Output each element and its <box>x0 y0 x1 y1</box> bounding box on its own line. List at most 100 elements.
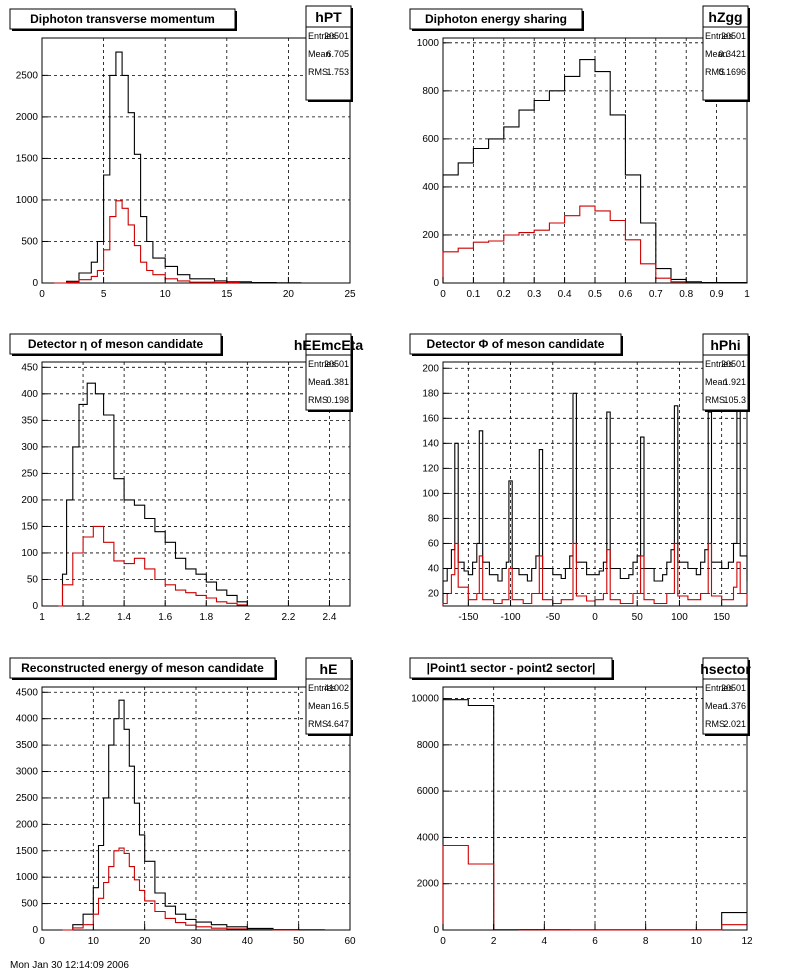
x-tick-label: 50 <box>632 612 644 623</box>
stats-label-entries: Entries <box>308 683 337 693</box>
y-tick-label: 200 <box>422 230 439 241</box>
y-tick-label: 0 <box>32 278 38 289</box>
title-box <box>409 657 613 679</box>
stats-box <box>702 5 749 101</box>
x-tick-label: 0.3 <box>527 289 541 300</box>
stats-label-rms: RMS <box>308 67 328 77</box>
y-tick-label: 0 <box>433 925 439 936</box>
x-tick-label: 10 <box>88 936 100 947</box>
stats-box <box>702 657 749 735</box>
stats-box <box>305 333 352 411</box>
stats-value-rms: 0.198 <box>326 395 349 405</box>
x-tick-label: 20 <box>283 289 295 300</box>
plot-title: |Point1 sector - point2 sector| <box>427 661 596 675</box>
x-tick-label: 0.6 <box>618 289 632 300</box>
y-tick-label: 8000 <box>417 740 440 751</box>
x-tick-label: 2 <box>245 612 251 623</box>
stats-label-rms: RMS <box>308 719 328 729</box>
histogram-series-black <box>442 392 748 606</box>
stats-value-mean: 6.705 <box>326 49 349 59</box>
stats-label-rms: RMS <box>705 395 725 405</box>
title-box <box>409 333 622 355</box>
footer-timestamp: Mon Jan 30 12:14:09 2006 <box>10 960 129 971</box>
stats-label-rms: RMS <box>705 67 725 77</box>
stats-value-mean: 1.381 <box>326 377 349 387</box>
x-tick-label: 5 <box>101 289 107 300</box>
x-tick-label: 0 <box>39 289 45 300</box>
x-tick-label: 2 <box>491 936 497 947</box>
x-tick-label: 0 <box>39 936 45 947</box>
y-tick-label: 4000 <box>16 714 39 725</box>
y-tick-label: 180 <box>422 388 439 399</box>
stats-value-entries: 20501 <box>324 359 349 369</box>
y-tick-label: 2000 <box>16 112 39 123</box>
plot-frame <box>41 37 351 284</box>
x-tick-label: 40 <box>242 936 254 947</box>
stats-label-mean: Mean <box>308 377 331 387</box>
stats-label-mean: Mean <box>705 49 728 59</box>
x-tick-label: 0.9 <box>710 289 724 300</box>
y-tick-label: 60 <box>428 538 440 549</box>
y-tick-label: 2000 <box>16 819 39 830</box>
stats-value-mean: 1.376 <box>723 701 746 711</box>
stats-box <box>305 657 352 735</box>
x-tick-label: 0 <box>440 289 446 300</box>
stats-value-rms: 4.647 <box>326 719 349 729</box>
plot-frame <box>41 361 351 607</box>
x-tick-label: 0.8 <box>679 289 693 300</box>
x-tick-label: 1.8 <box>199 612 213 623</box>
x-tick-label: 0.1 <box>466 289 480 300</box>
y-tick-label: 1500 <box>16 153 39 164</box>
stats-value-entries: 20501 <box>721 683 746 693</box>
y-tick-label: 100 <box>21 548 38 559</box>
stats-histogram-name: hEEmcEta <box>294 337 363 353</box>
title-box <box>9 333 222 355</box>
stats-value-entries: 20501 <box>324 31 349 41</box>
plot-hPT: 0 5 10 15 20 25 0 500 1000 1500 2000 2500 Diphoton t… <box>9 5 356 300</box>
stats-value-entries: 20501 <box>721 359 746 369</box>
histogram-series-black <box>58 382 248 607</box>
stats-label-mean: Mean <box>705 377 728 387</box>
title-box <box>409 8 583 30</box>
y-tick-label: 100 <box>422 488 439 499</box>
plot-title: Reconstructed energy of meson candidate <box>21 661 264 675</box>
y-tick-label: 160 <box>422 413 439 424</box>
y-tick-label: 1000 <box>16 195 39 206</box>
x-tick-label: 60 <box>344 936 356 947</box>
y-tick-label: 450 <box>21 362 38 373</box>
y-tick-label: 300 <box>21 442 38 453</box>
y-tick-label: 150 <box>21 521 38 532</box>
x-tick-label: 15 <box>221 289 233 300</box>
stats-value-entries: 41002 <box>324 683 349 693</box>
x-tick-label: 150 <box>713 612 730 623</box>
stats-label-entries: Entries <box>705 31 734 41</box>
plot-hsector: 0 2 4 6 8 10 12 0 2000 4000 6000 8000 10000 |Point1 s… <box>409 657 753 947</box>
x-tick-label: 20 <box>139 936 151 947</box>
histogram-series-red <box>442 542 748 606</box>
x-tick-label: 0.2 <box>497 289 511 300</box>
histogram-series-black <box>62 699 325 931</box>
title-box <box>9 8 236 30</box>
x-tick-label: 0.4 <box>558 289 572 300</box>
y-tick-label: 1000 <box>16 872 39 883</box>
x-tick-label: 0.7 <box>649 289 663 300</box>
x-tick-label: 1 <box>39 612 45 623</box>
y-tick-label: 20 <box>428 588 440 599</box>
x-tick-label: 1.4 <box>117 612 131 623</box>
stats-label-mean: Mean <box>308 49 331 59</box>
y-tick-label: 4000 <box>417 832 440 843</box>
plot-title: Diphoton transverse momentum <box>30 12 215 26</box>
y-tick-label: 3500 <box>16 740 39 751</box>
y-tick-label: 6000 <box>417 786 440 797</box>
x-tick-label: 1.2 <box>76 612 90 623</box>
stats-value-entries: 20501 <box>721 31 746 41</box>
stats-label-entries: Entries <box>705 683 734 693</box>
stats-box <box>305 5 352 101</box>
stats-label-mean: Mean <box>308 701 331 711</box>
plot-hZgg: 0 0.1 0.2 0.3 0.4 0.5 0.6 0.7 0.8 0.9 1 0 200 400 600 8… <box>409 5 750 300</box>
histogram-series-red <box>54 200 240 284</box>
x-tick-label: -100 <box>501 612 521 623</box>
title-box <box>9 657 276 679</box>
x-tick-label: 30 <box>190 936 202 947</box>
